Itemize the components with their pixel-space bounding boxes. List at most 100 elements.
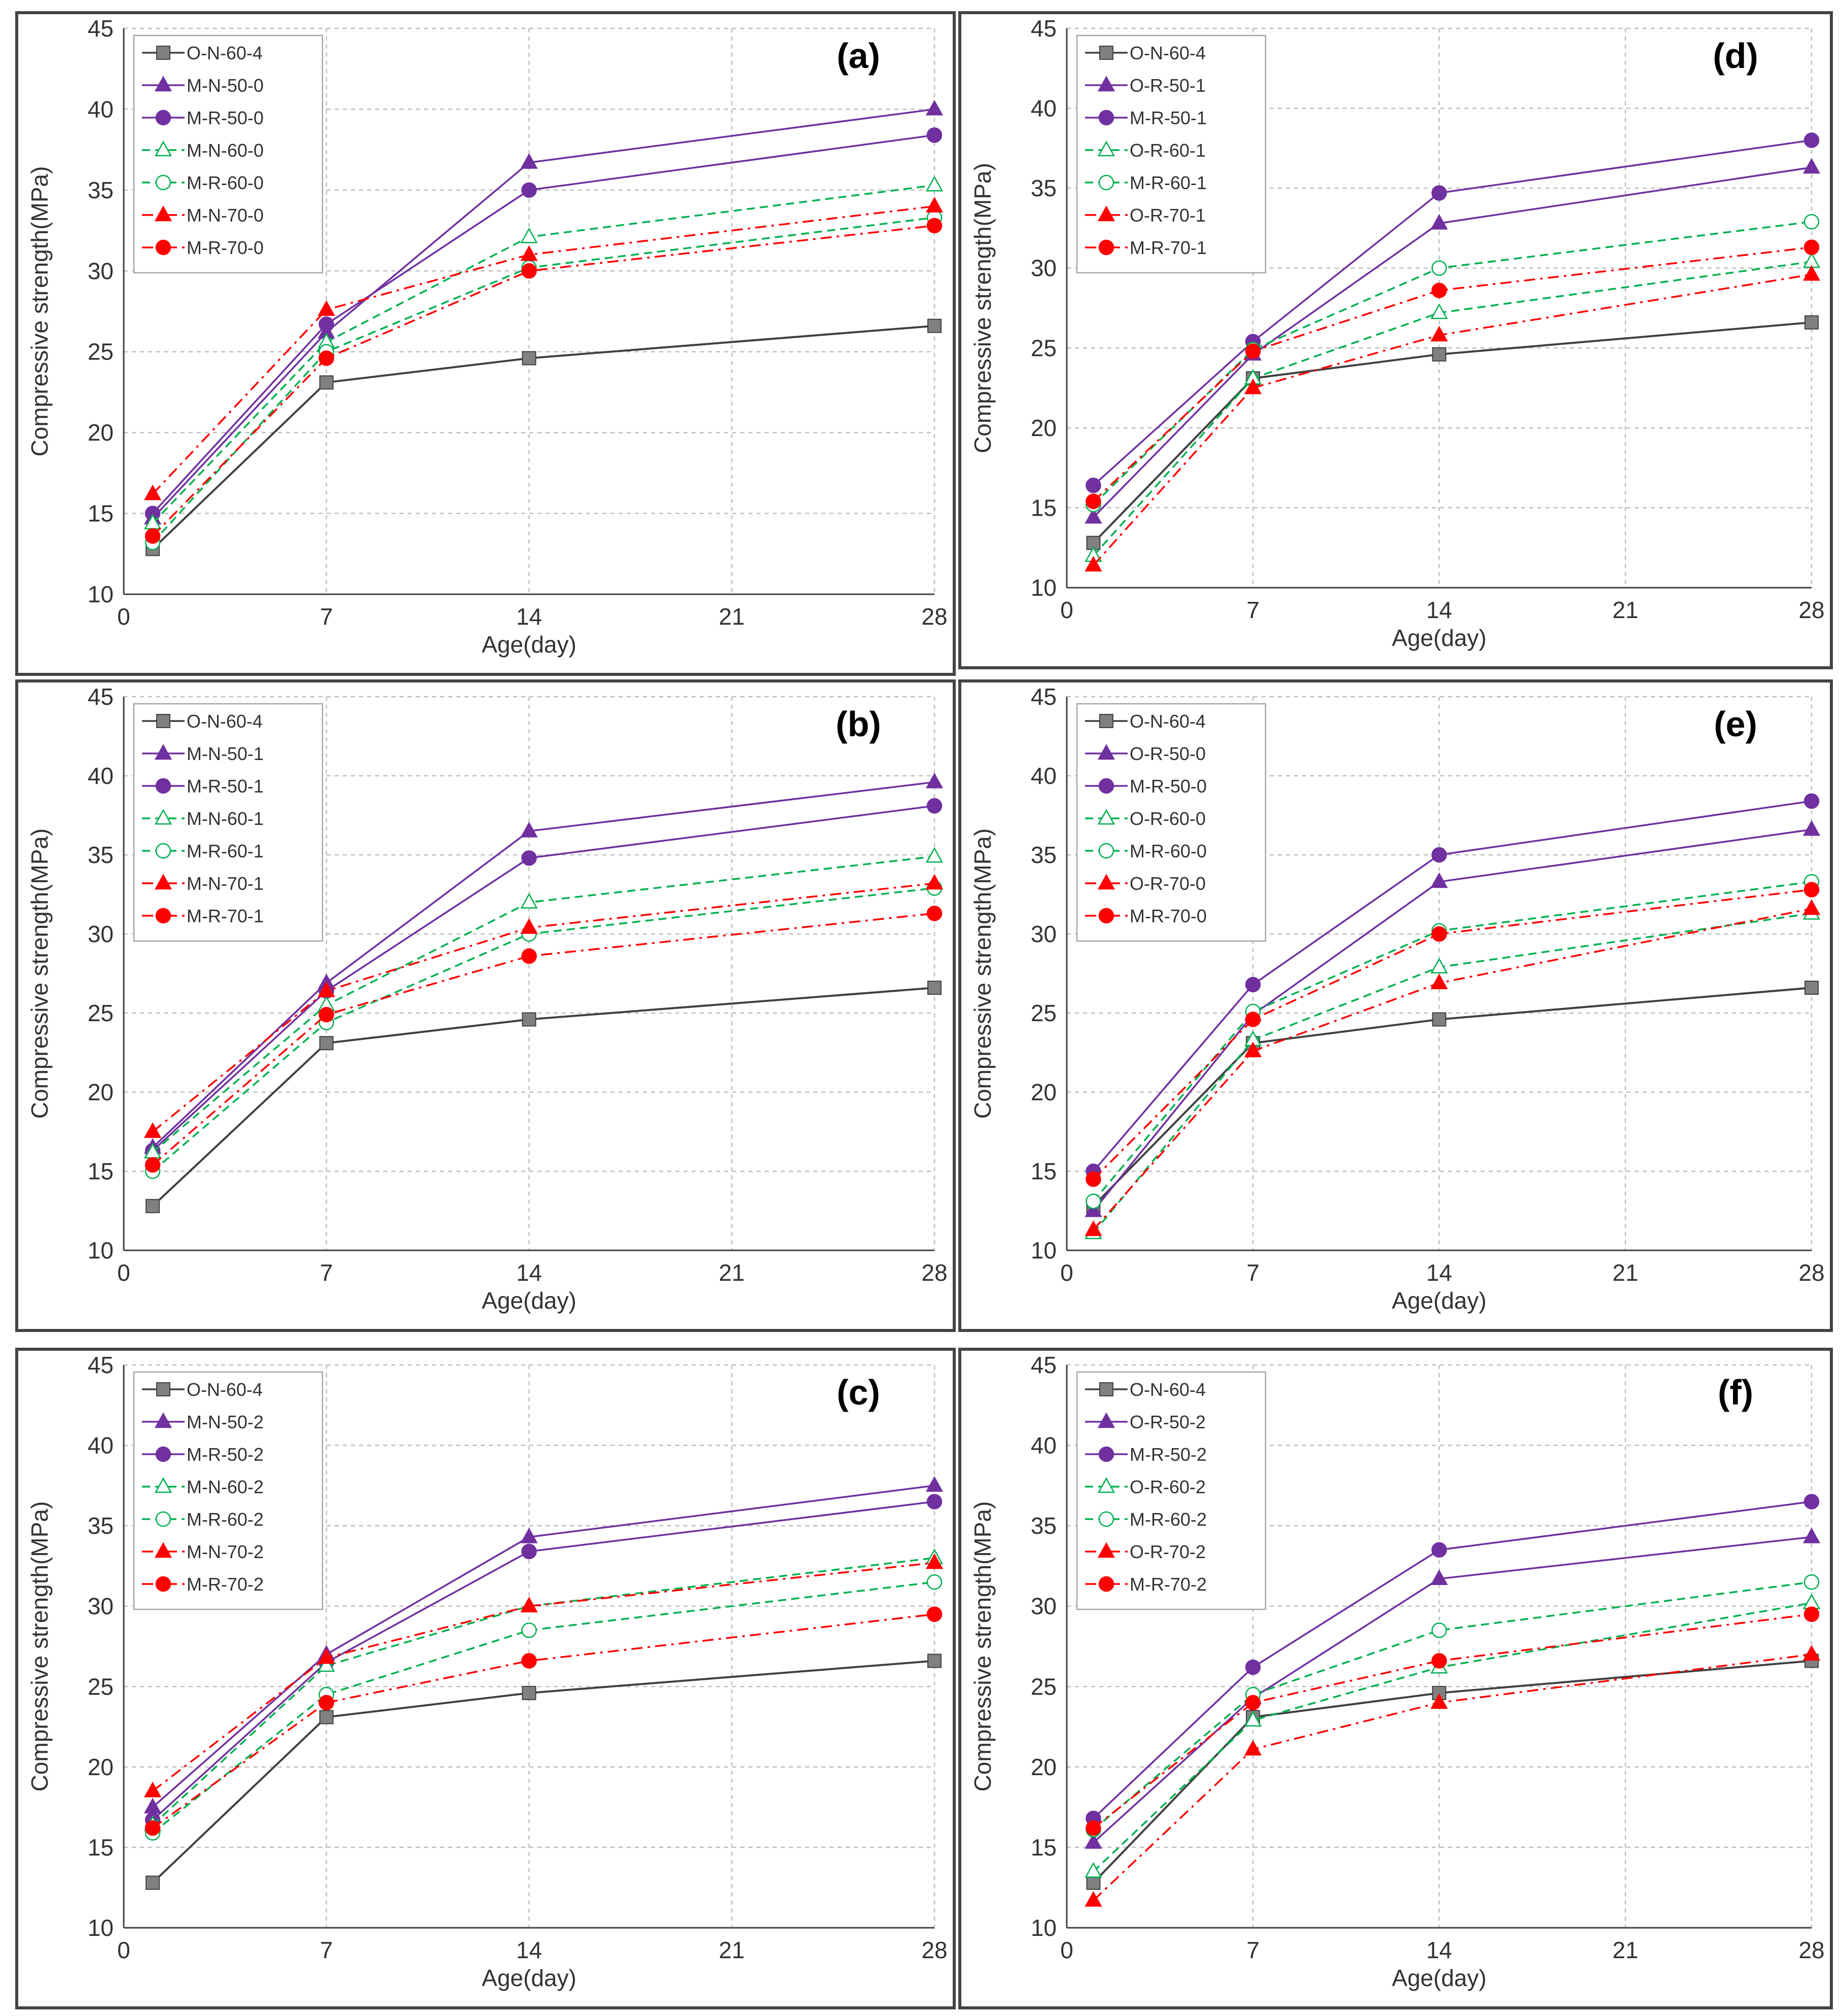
chart-svg: 10 15 20 25 30 35 40 45 0 7 14 21 28 Age(day) Compress… bbox=[969, 683, 1825, 1314]
legend-item: M-N-60-0 bbox=[142, 140, 264, 161]
y-tick-label: 25 bbox=[88, 1000, 114, 1026]
legend-marker bbox=[1098, 1511, 1114, 1527]
series-line bbox=[152, 108, 935, 519]
data-point bbox=[1085, 1201, 1102, 1217]
legend-marker bbox=[155, 1446, 171, 1462]
data-point bbox=[1086, 1171, 1101, 1187]
series-line bbox=[1093, 1653, 1812, 1901]
series-M-R-60-2 bbox=[1086, 1574, 1820, 1838]
legend-item: M-R-50-2 bbox=[1085, 1444, 1207, 1465]
series-O-N-60-4 bbox=[146, 981, 942, 1213]
legend-label: M-R-50-2 bbox=[1130, 1444, 1207, 1465]
data-point bbox=[1804, 315, 1819, 330]
data-point bbox=[1802, 265, 1821, 281]
y-tick-label: 45 bbox=[1031, 15, 1057, 42]
y-tick-label: 10 bbox=[88, 1237, 114, 1264]
legend: O-N-60-4 O-R-50-2 M-R-50-2 O-R-60-2 M-R-60-2… bbox=[1076, 1371, 1267, 1610]
y-tick-label: 35 bbox=[88, 1513, 114, 1539]
legend-label: M-R-60-2 bbox=[187, 1509, 264, 1530]
data-point bbox=[317, 1656, 335, 1672]
series-O-N-60-4 bbox=[1086, 981, 1819, 1213]
data-point bbox=[1430, 974, 1448, 989]
legend-item: M-R-50-1 bbox=[1085, 107, 1207, 128]
legend-marker bbox=[1097, 205, 1115, 222]
data-point bbox=[926, 127, 943, 143]
legend-item: M-R-60-0 bbox=[142, 172, 264, 193]
legend-item: M-N-50-2 bbox=[142, 1412, 264, 1432]
series-O-R-70-1 bbox=[1085, 265, 1821, 572]
legend-label: O-R-50-0 bbox=[1130, 743, 1206, 764]
series-line bbox=[1093, 908, 1812, 1231]
legend-marker bbox=[155, 843, 171, 859]
panel-label: (b) bbox=[836, 704, 881, 744]
legend-item: M-R-50-0 bbox=[142, 107, 264, 128]
legend-item: O-N-60-4 bbox=[142, 711, 263, 732]
y-tick-label: 30 bbox=[1031, 1593, 1057, 1619]
y-tick-label: 30 bbox=[88, 1593, 114, 1619]
legend-label: M-R-60-0 bbox=[1130, 841, 1207, 861]
legend-label: M-N-70-0 bbox=[187, 205, 264, 226]
legend-item: M-R-60-1 bbox=[142, 841, 264, 861]
series-line bbox=[1093, 139, 1812, 486]
legend-item: O-R-50-1 bbox=[1085, 75, 1206, 96]
data-point bbox=[145, 1820, 161, 1836]
y-tick-label: 10 bbox=[1031, 574, 1057, 601]
legend-marker bbox=[1098, 239, 1114, 256]
y-tick-label: 35 bbox=[88, 177, 114, 203]
x-tick-label: 0 bbox=[1060, 1259, 1073, 1286]
series-O-N-60-4 bbox=[1086, 315, 1819, 550]
legend-label: M-R-70-2 bbox=[1130, 1574, 1207, 1595]
data-point bbox=[926, 798, 943, 814]
legend-item: M-R-50-0 bbox=[1085, 776, 1207, 797]
legend-item: M-N-50-0 bbox=[142, 75, 264, 96]
x-tick-label: 7 bbox=[320, 603, 333, 630]
data-point bbox=[521, 948, 537, 964]
y-tick-label: 30 bbox=[1031, 921, 1057, 947]
chart-svg: 10 15 20 25 30 35 40 45 0 7 14 21 28 Age(day) Compress… bbox=[26, 683, 948, 1314]
data-point bbox=[1804, 981, 1819, 995]
legend-item: O-N-60-4 bbox=[1085, 1379, 1206, 1400]
y-tick-label: 30 bbox=[88, 921, 114, 947]
x-tick-label: 14 bbox=[1426, 1937, 1452, 1963]
data-point bbox=[1802, 1645, 1821, 1661]
legend: O-N-60-4 M-N-50-1 M-R-50-1 M-N-60-1 M-R-60-1… bbox=[133, 703, 323, 942]
legend-marker bbox=[154, 874, 172, 890]
y-tick-label: 40 bbox=[1031, 1432, 1057, 1459]
y-tick-label: 25 bbox=[1031, 1673, 1057, 1700]
y-tick-label: 30 bbox=[1031, 255, 1057, 281]
legend-label: M-N-50-0 bbox=[187, 75, 264, 96]
data-point bbox=[520, 918, 538, 934]
legend-label: M-N-60-1 bbox=[187, 808, 264, 829]
data-point bbox=[1244, 1041, 1262, 1058]
chart-svg: 10 15 20 25 30 35 40 45 0 7 14 21 28 Age(day) Compress… bbox=[26, 1352, 948, 1991]
x-tick-label: 7 bbox=[1246, 597, 1259, 623]
series-line bbox=[1093, 1536, 1812, 1844]
legend-item: O-R-60-2 bbox=[1085, 1477, 1206, 1497]
data-point bbox=[143, 1797, 162, 1814]
y-tick-label: 15 bbox=[88, 500, 114, 527]
x-tick-label: 14 bbox=[516, 1937, 542, 1963]
gridlines bbox=[124, 27, 935, 594]
legend-item: M-N-70-0 bbox=[142, 205, 264, 226]
series-M-R-70-0 bbox=[145, 218, 943, 544]
data-point bbox=[145, 1157, 161, 1173]
y-tick-label: 25 bbox=[1031, 335, 1057, 361]
x-tick-label: 0 bbox=[117, 1937, 130, 1963]
series-M-R-70-0 bbox=[1086, 882, 1820, 1187]
y-tick-label: 40 bbox=[88, 96, 114, 122]
x-tick-label: 14 bbox=[1426, 597, 1452, 623]
legend-item: M-N-70-2 bbox=[142, 1541, 264, 1562]
x-axis-title: Age(day) bbox=[1392, 1287, 1487, 1314]
legend-marker bbox=[1097, 140, 1115, 157]
data-point bbox=[143, 1122, 162, 1138]
legend-label: M-N-60-0 bbox=[187, 140, 264, 161]
legend-marker bbox=[1097, 1477, 1115, 1493]
legend-label: O-R-70-2 bbox=[1130, 1541, 1206, 1562]
legend-marker bbox=[1097, 744, 1115, 760]
legend-marker bbox=[1097, 809, 1115, 825]
legend-marker bbox=[154, 76, 172, 92]
data-point bbox=[318, 1006, 334, 1023]
legend-label: O-N-60-4 bbox=[1130, 1379, 1206, 1400]
data-point bbox=[521, 182, 537, 198]
series-M-R-70-2 bbox=[145, 1606, 943, 1836]
